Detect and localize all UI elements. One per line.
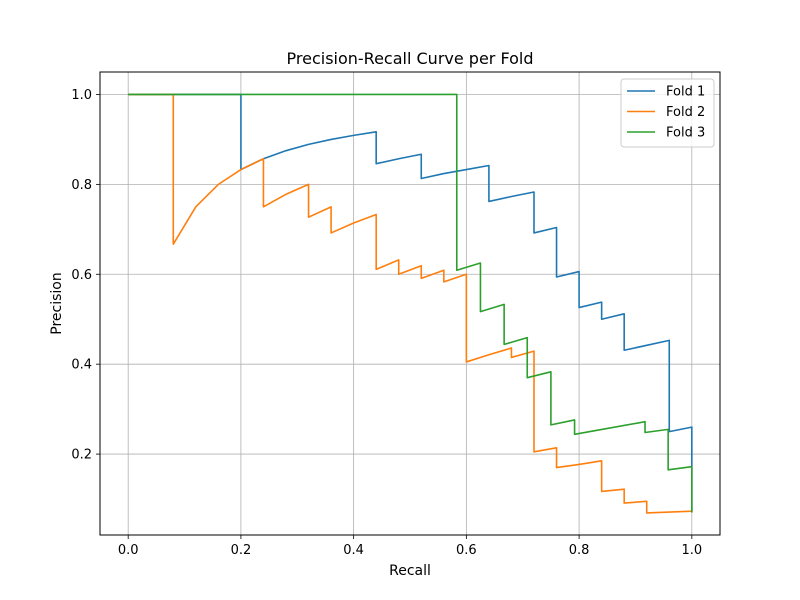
y-tick-label: 0.8	[71, 178, 92, 193]
series-line-fold-1	[128, 93, 693, 513]
y-tick-label: 0.2	[71, 448, 92, 463]
y-axis-ticks: 0.2 0.4 0.6 0.8 1.0	[71, 88, 100, 463]
legend-label-fold-2: Fold 2	[666, 105, 705, 120]
y-axis-label: Precision	[49, 272, 65, 334]
series-lines	[128, 93, 693, 514]
x-tick-label: 0.8	[569, 543, 590, 558]
x-tick-label: 0.0	[118, 543, 139, 558]
x-tick-label: 0.6	[456, 543, 477, 558]
y-tick-label: 0.4	[71, 358, 92, 373]
plot-frame	[99, 71, 721, 536]
x-axis-label: Recall	[389, 563, 431, 579]
series-line-fold-3	[128, 93, 693, 513]
series-line-fold-2	[128, 93, 692, 514]
x-tick-label: 0.4	[343, 543, 364, 558]
legend-label-fold-3: Fold 3	[666, 126, 705, 141]
y-tick-label: 1.0	[71, 88, 92, 103]
legend-box	[620, 78, 715, 148]
y-tick-label: 0.6	[71, 268, 92, 283]
legend-label-fold-1: Fold 1	[666, 85, 705, 100]
chart-title: Precision-Recall Curve per Fold	[287, 49, 534, 68]
x-axis-ticks: 0.0 0.2 0.4 0.6 0.8 1.0	[118, 535, 702, 558]
legend: Fold 1 Fold 2 Fold 3	[620, 78, 715, 148]
x-tick-label: 0.2	[231, 543, 252, 558]
legend-items: Fold 1 Fold 2 Fold 3	[627, 85, 705, 141]
x-tick-label: 1.0	[681, 543, 702, 558]
